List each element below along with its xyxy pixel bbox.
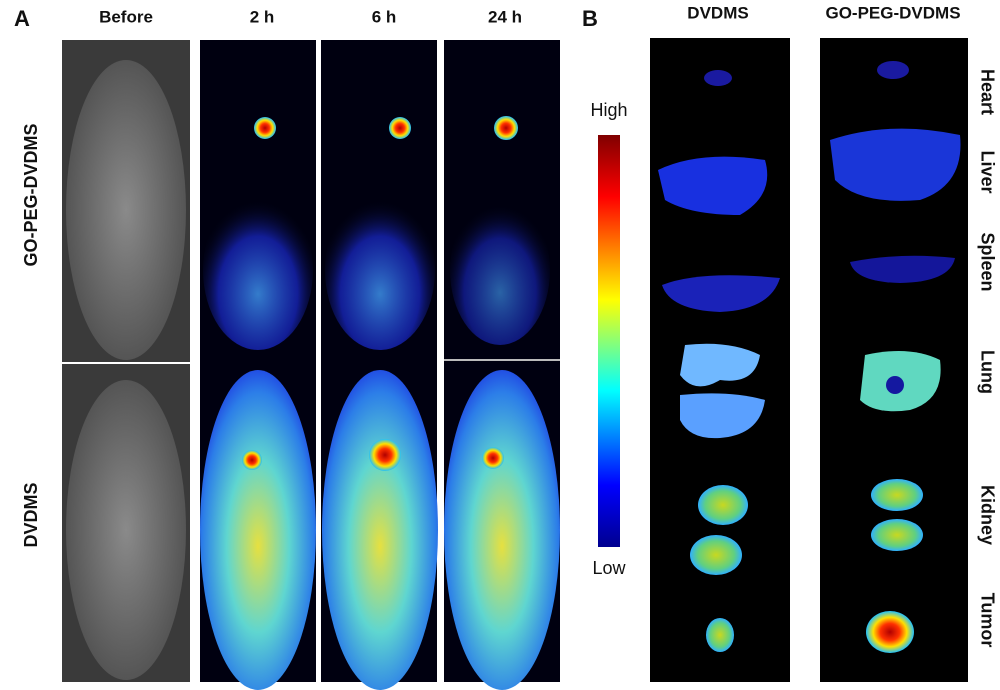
colorbar-high: High xyxy=(590,100,627,120)
organ-label: Lung xyxy=(977,350,997,394)
organ-label: Liver xyxy=(977,150,997,193)
panel-label: B xyxy=(582,6,598,31)
column-header: GO-PEG-DVDMS xyxy=(825,3,960,22)
fluorescence-images xyxy=(200,40,560,690)
organ-label: Heart xyxy=(977,69,997,115)
row-label: DVDMS xyxy=(21,482,41,547)
organ-label: Kidney xyxy=(977,485,997,545)
column-header: Before xyxy=(99,7,153,26)
organ-label: Tumor xyxy=(977,593,997,648)
column-header: 2 h xyxy=(250,7,275,26)
organ-label: Spleen xyxy=(977,232,997,291)
column-header: DVDMS xyxy=(687,3,748,22)
row-label: GO-PEG-DVDMS xyxy=(21,123,41,266)
column-header: 6 h xyxy=(372,7,397,26)
panel-label: A xyxy=(14,6,30,31)
column-header: 24 h xyxy=(488,7,522,26)
before-images xyxy=(62,40,190,682)
colorbar-low: Low xyxy=(592,558,626,578)
colorbar xyxy=(598,135,620,547)
organ-images xyxy=(650,38,968,682)
